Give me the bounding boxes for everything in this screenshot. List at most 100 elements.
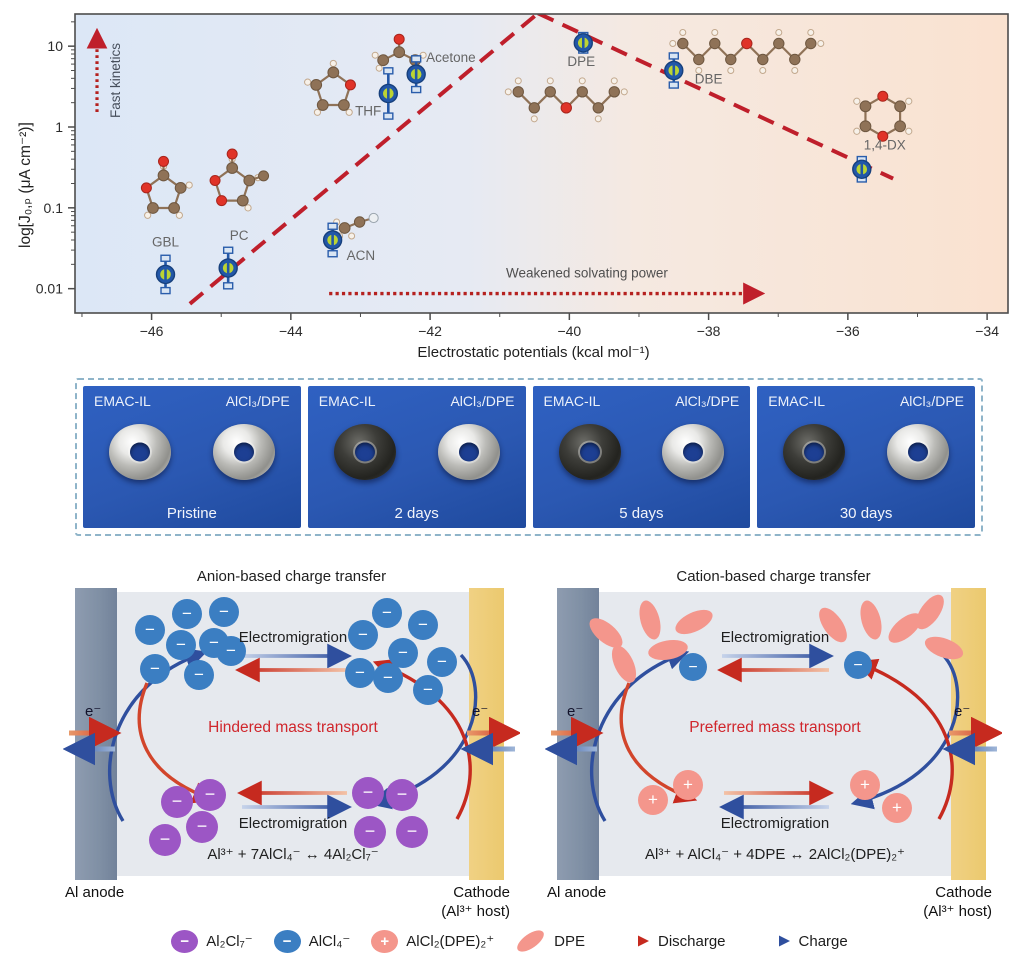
dpe-molecule-icon	[916, 594, 944, 630]
ion-icon	[396, 816, 428, 848]
ion-icon	[386, 779, 418, 811]
blue-anion-icon: −	[273, 929, 301, 953]
ion-icon	[352, 777, 384, 809]
mass-transport-label: Preferred mass transport	[689, 719, 861, 736]
ion-icon	[679, 653, 707, 681]
point-label-pc: PC	[230, 228, 249, 243]
dpe-molecule-icon	[611, 645, 637, 683]
photo-caption: Pristine	[166, 505, 217, 522]
svg-text:−44: −44	[279, 323, 303, 339]
washer-alcl3-dpe	[887, 424, 949, 480]
ion-icon	[850, 770, 880, 800]
ion-icon	[413, 675, 443, 705]
svg-text:+: +	[892, 798, 902, 817]
ion-icon	[844, 651, 872, 679]
svg-text:−: −	[383, 668, 393, 687]
ion-icon	[882, 793, 912, 823]
purple-anion-icon: −	[171, 929, 199, 953]
molecule-dpe	[504, 77, 628, 123]
ion-icon	[345, 658, 375, 688]
washer-emac-il	[333, 424, 396, 480]
svg-text:−: −	[226, 641, 236, 660]
svg-text:−: −	[853, 657, 862, 674]
ion-flow-overlay: −− −− −− −−−−−− −− −−− −−−− −− −	[63, 597, 520, 856]
fast-kinetics-label: Fast kinetics	[108, 43, 123, 118]
molecule-dbe	[669, 29, 825, 75]
svg-text:1: 1	[55, 119, 63, 135]
svg-text:−: −	[209, 633, 219, 652]
svg-text:−: −	[197, 816, 208, 836]
point-label-acetone: Acetone	[426, 50, 476, 65]
ion-icon	[184, 660, 214, 690]
point-label-dbe: DBE	[695, 72, 723, 87]
svg-text:−: −	[397, 784, 408, 804]
diagram-title: Anion-based charge transfer	[196, 568, 387, 585]
legend-item: − Al₂Cl₇⁻	[171, 929, 253, 953]
svg-text:−: −	[182, 604, 192, 623]
data-point-dbe	[664, 52, 684, 89]
solution-label: AlCl₃/DPE	[450, 393, 515, 409]
ion-flow-overlay: − − + + + +	[545, 594, 1002, 823]
svg-text:−: −	[688, 659, 697, 676]
solution-label: EMAC-IL	[768, 393, 826, 409]
legend-item: Charge	[747, 933, 848, 950]
kinetics-chart: Weakened solvating power Fast kinetics GBL…	[17, 13, 1009, 361]
molecule-gbl	[140, 155, 193, 219]
point-label-acn: ACN	[347, 248, 376, 263]
svg-text:−: −	[365, 821, 376, 841]
dpe-molecule-icon	[924, 636, 964, 660]
photo-pristine: EMAC-IL AlCl₃/DPE Pristine	[83, 386, 301, 528]
legend-label: DPE	[554, 932, 585, 950]
svg-text:−38: −38	[697, 323, 721, 339]
washer-alcl3-dpe	[212, 424, 275, 480]
svg-text:−: −	[219, 602, 229, 621]
molecule-pc	[209, 148, 270, 212]
dpe-molecule-icon	[819, 607, 847, 643]
ion-icon	[673, 770, 703, 800]
washer-emac-il	[783, 424, 846, 480]
point-label-gbl: GBL	[152, 234, 180, 249]
electromigration-label: Electromigration	[238, 815, 348, 832]
photo-caption: 2 days	[394, 505, 439, 522]
svg-text:−: −	[358, 625, 368, 644]
solution-label: AlCl₃/DPE	[675, 393, 740, 409]
svg-text:−: −	[382, 603, 392, 622]
svg-text:−36: −36	[836, 323, 860, 339]
dpe-molecule-icon	[860, 600, 882, 640]
point-label-thf: THF	[355, 103, 381, 118]
solution-label: AlCl₃/DPE	[225, 393, 290, 409]
svg-text:+: +	[860, 775, 870, 794]
cathode-label: Cathode	[935, 884, 992, 901]
ion-icon	[348, 620, 378, 650]
ion-icon	[209, 597, 239, 627]
svg-text:−: −	[176, 635, 186, 654]
svg-text:−46: −46	[140, 323, 164, 339]
molecule-acn	[333, 212, 379, 240]
svg-text:−40: −40	[557, 323, 581, 339]
ion-icon	[135, 615, 165, 645]
solution-label: EMAC-IL	[94, 393, 151, 409]
washer-emac-il	[109, 424, 171, 480]
point-label-dpe: DPE	[567, 54, 595, 69]
svg-text:−: −	[172, 791, 183, 811]
washer-alcl3-dpe	[437, 424, 500, 480]
mass-transport-label: Hindered mass transport	[208, 719, 378, 736]
anion-transfer-diagram: Anion-based charge transfer − − − − − − − − − − − −…	[63, 563, 520, 963]
solution-label: EMAC-IL	[318, 393, 376, 409]
legend-item: Discharge	[606, 933, 726, 950]
ion-icon	[427, 647, 457, 677]
cation-transfer-diagram: Cation-based charge transfer − − + + + + Elec…	[545, 563, 1002, 963]
x-axis-label: Electrostatic potentials (kcal mol⁻¹)	[417, 344, 649, 361]
ion-icon	[166, 630, 196, 660]
legend: − Al₂Cl₇⁻ − AlCl₄⁻ + AlCl₂(DPE)₂⁺ DPE Di…	[0, 922, 1019, 960]
corrosion-photo-panel: EMAC-IL AlCl₃/DPE Pristine EMAC-IL AlCl₃…	[75, 378, 983, 536]
charge-arrow-icon	[748, 935, 790, 947]
legend-label: Discharge	[657, 932, 726, 950]
electron-label: e⁻	[567, 703, 584, 720]
dpe-molecule-icon	[648, 640, 688, 660]
discharge-arrow-icon	[607, 935, 649, 947]
data-point-dpe	[573, 31, 593, 54]
diagram-title: Cation-based charge transfer	[676, 568, 871, 585]
dpe-ellipse-icon	[513, 926, 548, 956]
